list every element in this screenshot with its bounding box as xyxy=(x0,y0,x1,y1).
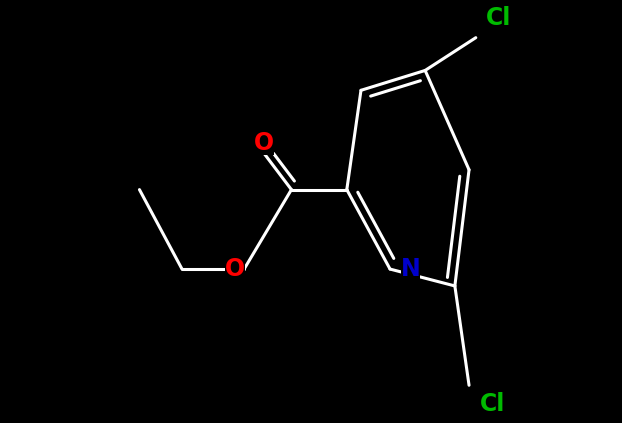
Text: O: O xyxy=(225,257,245,281)
Text: Cl: Cl xyxy=(486,6,512,30)
Text: O: O xyxy=(254,132,274,155)
Text: N: N xyxy=(401,257,420,281)
Text: Cl: Cl xyxy=(480,392,505,415)
